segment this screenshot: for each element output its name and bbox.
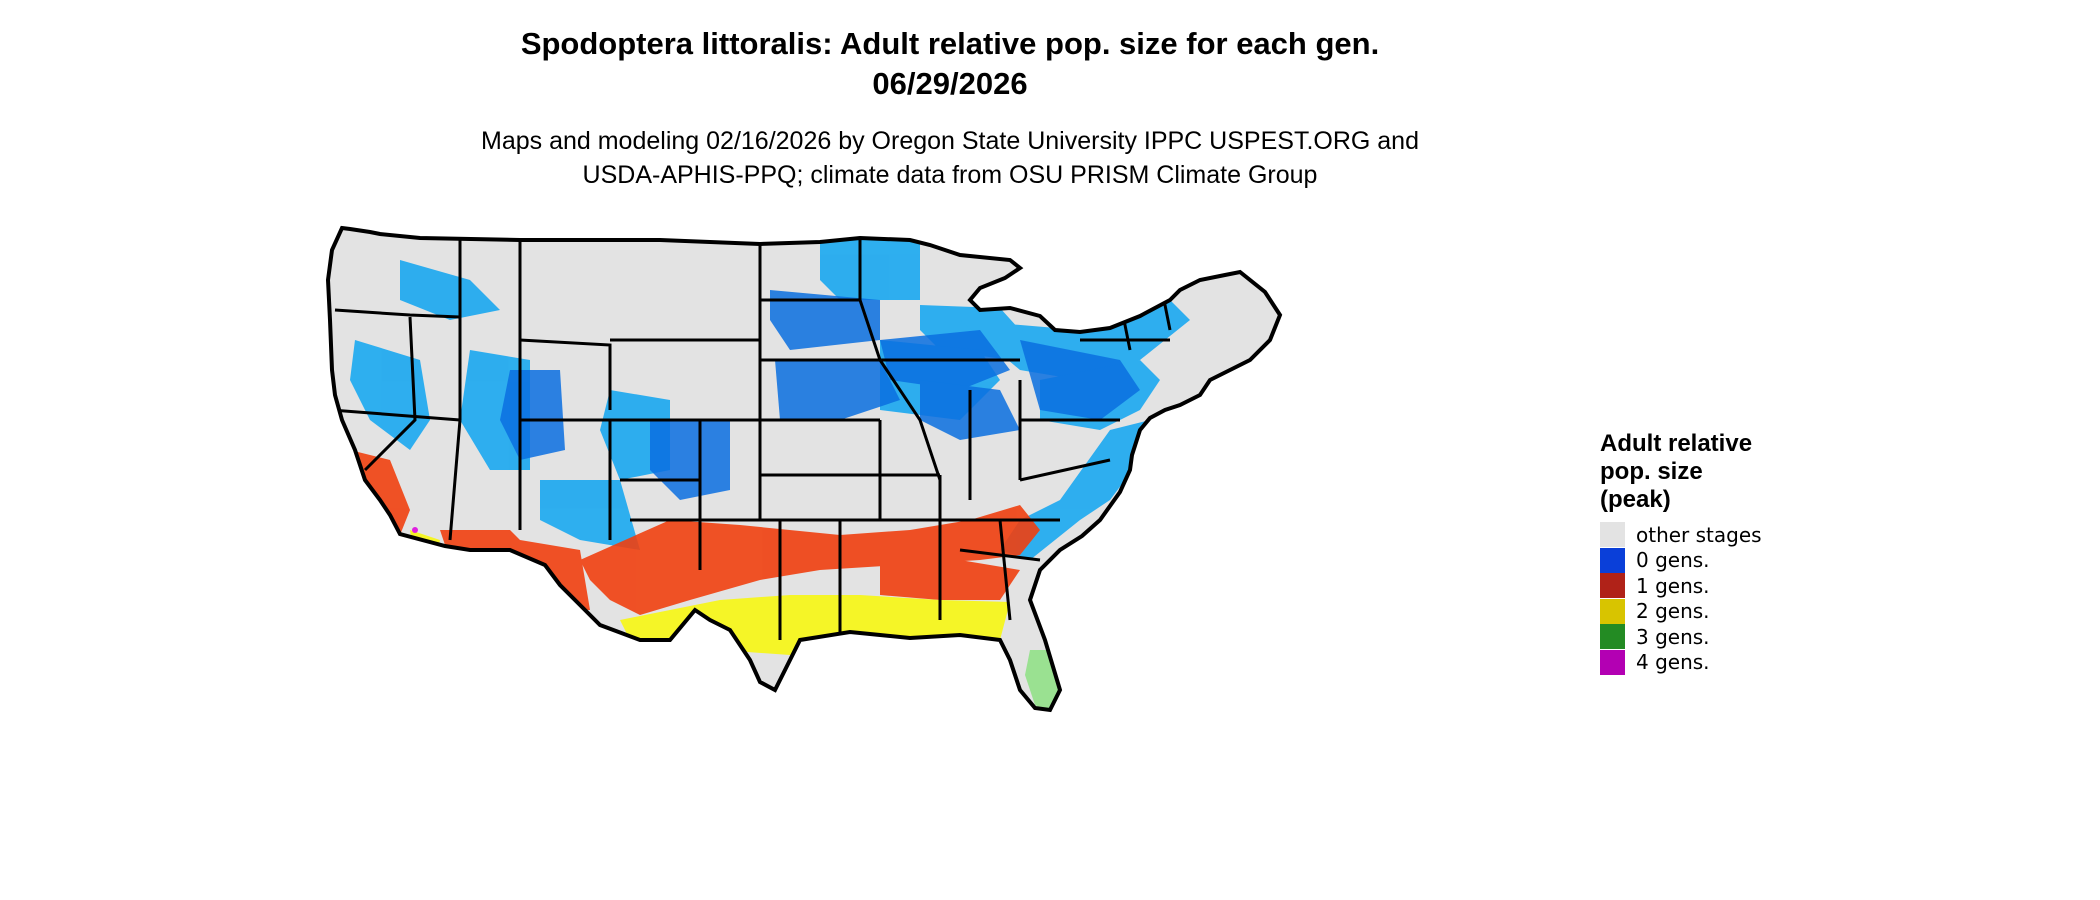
legend-item-1-gens: 1 gens. xyxy=(1600,573,1762,599)
map-subtitle: Maps and modeling 02/16/2026 by Oregon S… xyxy=(0,124,1900,192)
legend-title: Adult relative pop. size (peak) xyxy=(1600,430,1762,514)
legend-label: 3 gens. xyxy=(1636,624,1710,649)
legend-item-other-stages: other stages xyxy=(1600,522,1762,548)
legend-label: 4 gens. xyxy=(1636,650,1710,675)
map-date: 06/29/2026 xyxy=(872,66,1028,101)
legend-title-line: (peak) xyxy=(1600,486,1671,513)
legend-item-0-gens: 0 gens. xyxy=(1600,547,1762,574)
map-subtitle-line2: USDA-APHIS-PPQ; climate data from OSU PR… xyxy=(582,161,1318,189)
legend: Adult relative pop. size (peak) other st… xyxy=(1600,430,1762,675)
legend-item-4-gens: 4 gens. xyxy=(1600,649,1762,676)
legend-item-3-gens: 3 gens. xyxy=(1600,624,1762,650)
legend-label: 1 gens. xyxy=(1636,573,1710,598)
us-map xyxy=(326,226,1282,712)
legend-item-2-gens: 2 gens. xyxy=(1600,598,1762,625)
map-title-line1: Spodoptera littoralis: Adult relative po… xyxy=(520,26,1380,61)
legend-title-line: Adult relative xyxy=(1600,430,1753,457)
legend-title-line: pop. size xyxy=(1600,458,1703,485)
legend-label: 2 gens. xyxy=(1636,599,1710,624)
legend-swatch xyxy=(1600,598,1625,624)
legend-swatch xyxy=(1600,624,1625,650)
legend-swatch xyxy=(1600,522,1625,548)
legend-swatch xyxy=(1600,547,1625,573)
legend-label: 0 gens. xyxy=(1636,548,1710,573)
map-title: Spodoptera littoralis: Adult relative po… xyxy=(0,24,1900,104)
legend-label: other stages xyxy=(1636,522,1762,547)
legend-swatch xyxy=(1600,573,1625,599)
title-block: Spodoptera littoralis: Adult relative po… xyxy=(0,24,1900,192)
legend-swatch xyxy=(1600,649,1625,675)
state-boundaries xyxy=(331,240,1172,640)
map-subtitle-line1: Maps and modeling 02/16/2026 by Oregon S… xyxy=(481,127,1419,155)
legend-items: other stages 0 gens. 1 gens. 2 gens. 3 g… xyxy=(1600,522,1762,675)
